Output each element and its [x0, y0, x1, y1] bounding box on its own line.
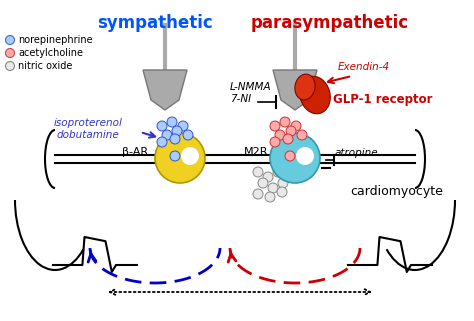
Circle shape: [291, 121, 301, 131]
Text: parasympathetic: parasympathetic: [251, 14, 409, 32]
Ellipse shape: [181, 147, 199, 165]
Circle shape: [253, 167, 263, 177]
Circle shape: [170, 134, 180, 144]
Ellipse shape: [155, 133, 205, 183]
Circle shape: [253, 189, 263, 199]
Circle shape: [183, 130, 193, 140]
Circle shape: [172, 126, 182, 136]
Text: sympathetic: sympathetic: [97, 14, 213, 32]
Polygon shape: [143, 70, 187, 110]
Text: acetylcholine: acetylcholine: [18, 48, 83, 58]
Circle shape: [162, 130, 172, 140]
Ellipse shape: [296, 147, 314, 165]
Text: GLP-1 receptor: GLP-1 receptor: [333, 93, 432, 107]
Text: atropine: atropine: [335, 148, 379, 158]
Circle shape: [283, 134, 293, 144]
Text: Exendin-4: Exendin-4: [338, 62, 390, 72]
Ellipse shape: [295, 74, 315, 100]
Circle shape: [157, 121, 167, 131]
Text: nitric oxide: nitric oxide: [18, 61, 73, 71]
Circle shape: [297, 130, 307, 140]
Text: M2R: M2R: [244, 147, 268, 157]
Text: β-AR: β-AR: [122, 147, 148, 157]
Circle shape: [268, 183, 278, 193]
Text: cardiomyocyte: cardiomyocyte: [350, 185, 443, 198]
Circle shape: [157, 137, 167, 147]
Circle shape: [270, 137, 280, 147]
Circle shape: [286, 126, 296, 136]
Circle shape: [6, 48, 15, 57]
Text: L-NMMA
7-NI: L-NMMA 7-NI: [230, 82, 272, 104]
Circle shape: [278, 178, 288, 188]
Circle shape: [258, 178, 268, 188]
Circle shape: [6, 62, 15, 71]
Circle shape: [277, 187, 287, 197]
Circle shape: [263, 172, 273, 182]
Circle shape: [265, 192, 275, 202]
Circle shape: [6, 36, 15, 45]
Circle shape: [275, 130, 285, 140]
Circle shape: [280, 117, 290, 127]
Circle shape: [170, 151, 180, 161]
Circle shape: [270, 121, 280, 131]
Circle shape: [273, 167, 283, 177]
Text: norepinephrine: norepinephrine: [18, 35, 92, 45]
Ellipse shape: [300, 76, 330, 114]
Circle shape: [167, 117, 177, 127]
Ellipse shape: [270, 133, 320, 183]
Circle shape: [285, 151, 295, 161]
Text: isoproterenol
dobutamine: isoproterenol dobutamine: [54, 118, 122, 140]
Polygon shape: [273, 70, 317, 110]
Circle shape: [178, 121, 188, 131]
